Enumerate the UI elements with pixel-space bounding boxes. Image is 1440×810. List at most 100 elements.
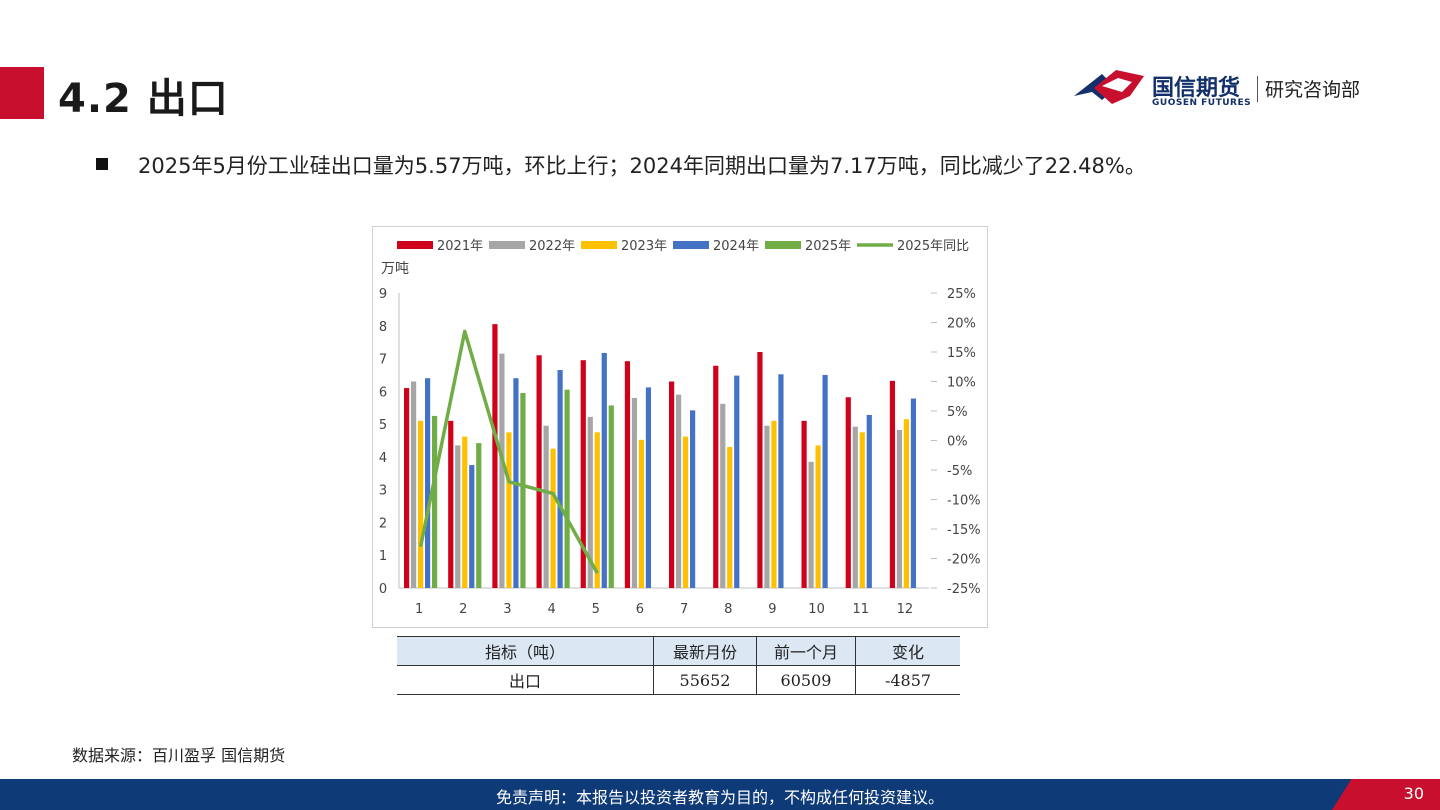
line-series-2025年同比	[418, 329, 599, 574]
bar-2022年-3	[499, 353, 505, 588]
bar-2024年-5	[601, 352, 607, 588]
bar-2021年-3	[492, 324, 498, 588]
page-title: 4.2 出口	[58, 76, 229, 122]
bar-2021年-4	[536, 355, 542, 588]
bar-2023年-7	[683, 436, 689, 588]
bar-2024年-10	[822, 374, 828, 588]
legend-label-2022年: 2022年	[529, 239, 575, 254]
bar-2024年-12	[910, 398, 917, 588]
logo-divider	[1257, 76, 1258, 102]
legend-label-2021年: 2021年	[437, 239, 483, 254]
bar-2025年-3	[520, 392, 526, 588]
legend-swatch-2021年	[397, 241, 433, 249]
bar-2025年-5	[608, 405, 614, 588]
x-tick-label: 8	[724, 602, 732, 617]
bar-2021年-7	[669, 381, 675, 588]
footer-disclaimer: 免责声明：本报告以投资者教育为目的，不构成任何投资建议。	[495, 788, 944, 807]
y2-tick-label: -20%	[947, 553, 981, 568]
x-tick-label: 2	[459, 602, 467, 617]
bar-2023年-2	[462, 436, 468, 588]
legend-label-2025年同比: 2025年同比	[897, 239, 969, 254]
legend-swatch-2024年	[673, 241, 709, 249]
y-tick-label: 3	[379, 484, 387, 499]
bar-2025年-4	[564, 389, 570, 588]
table-cell-previous: 60509	[756, 665, 856, 695]
logo-name-en: GUOSEN FUTURES	[1152, 98, 1252, 108]
legend-swatch-2022年	[489, 241, 525, 249]
bar-2021年-9	[757, 352, 763, 588]
bar-2024年-2	[469, 465, 475, 588]
bar-2023年-3	[506, 432, 512, 588]
bar-2021年-6	[624, 361, 631, 588]
table-header-change: 变化	[855, 636, 960, 666]
x-tick-label: 7	[680, 602, 688, 617]
bar-2022年-4	[543, 425, 549, 588]
y2-tick-label: 10%	[947, 376, 976, 391]
y-tick-label: 2	[379, 516, 387, 531]
bar-2022年-2	[455, 445, 461, 588]
bar-2023年-12	[903, 419, 910, 588]
bar-2021年-11	[845, 397, 851, 588]
bar-2022年-7	[676, 394, 682, 588]
x-tick-label: 6	[636, 602, 644, 617]
y2-tick-label: -15%	[947, 523, 981, 538]
x-tick-label: 1	[415, 602, 423, 617]
bar-2023年-5	[594, 432, 600, 588]
bar-2024年-4	[557, 370, 563, 588]
bar-2023年-1	[418, 420, 424, 588]
bar-2022年-1	[411, 381, 417, 588]
legend-swatch-2025年	[765, 241, 801, 249]
department-label: 研究咨询部	[1265, 79, 1361, 101]
y2-tick-label: 25%	[947, 287, 976, 302]
bar-2022年-9	[764, 425, 770, 588]
bar-2023年-8	[727, 447, 733, 588]
bar-2025年-1	[432, 415, 438, 588]
footer-red-accent	[1332, 779, 1440, 810]
bar-2022年-12	[896, 430, 903, 588]
y2-tick-label: 20%	[947, 317, 976, 332]
logo-name-cn: 国信期货	[1152, 76, 1241, 101]
bar-2024年-8	[734, 375, 740, 588]
table-cell-change: -4857	[855, 665, 960, 695]
y2-tick-label: -5%	[947, 464, 972, 479]
bar-2024年-1	[425, 378, 431, 588]
x-tick-label: 11	[852, 602, 869, 617]
bar-2023年-11	[859, 432, 865, 588]
y-tick-label: 4	[379, 451, 387, 466]
legend-label-2023年: 2023年	[621, 239, 667, 254]
y2-tick-label: 5%	[947, 405, 968, 420]
y-tick-label: 7	[379, 353, 387, 368]
page-number: 30	[1403, 784, 1424, 803]
legend-label-2025年: 2025年	[805, 239, 851, 254]
bar-2023年-4	[550, 448, 556, 588]
bar-2023年-9	[771, 420, 777, 588]
y-tick-label: 6	[379, 385, 387, 400]
bar-2022年-8	[720, 403, 726, 588]
x-tick-label: 12	[897, 602, 914, 617]
y-tick-label: 9	[379, 287, 387, 302]
bar-2022年-11	[852, 426, 858, 588]
x-tick-label: 5	[592, 602, 600, 617]
data-source-note: 数据来源：百川盈孚 国信期货	[72, 746, 286, 765]
bar-2024年-6	[645, 387, 652, 588]
y2-tick-label: -25%	[947, 582, 981, 597]
table-cell-latest: 55652	[653, 665, 757, 695]
bar-2022年-10	[808, 461, 814, 588]
table-header-previous: 前一个月	[756, 636, 856, 666]
footer-bar: 免责声明：本报告以投资者教育为目的，不构成任何投资建议。 30	[0, 779, 1440, 810]
bar-2022年-5	[587, 416, 593, 588]
legend-swatch-2023年	[581, 241, 617, 249]
title-accent-bar	[0, 67, 44, 119]
y-tick-label: 0	[379, 582, 387, 597]
y-tick-label: 1	[379, 549, 387, 564]
bar-2021年-2	[448, 420, 454, 588]
y-axis-unit-label: 万吨	[381, 261, 409, 277]
bar-2023年-10	[815, 445, 821, 588]
export-chart-svg: 0123456789-25%-20%-15%-10%-5%0%5%10%15%2…	[379, 239, 981, 617]
summary-text: 2025年5月份工业硅出口量为5.57万吨，环比上行；2024年同期出口量为7.…	[138, 154, 1146, 178]
bar-2025年-2	[476, 443, 482, 588]
bar-2021年-5	[580, 360, 586, 588]
logo-emblem-icon	[1074, 70, 1144, 104]
bullet-square-icon	[96, 158, 108, 170]
bar-2021年-1	[404, 388, 410, 588]
